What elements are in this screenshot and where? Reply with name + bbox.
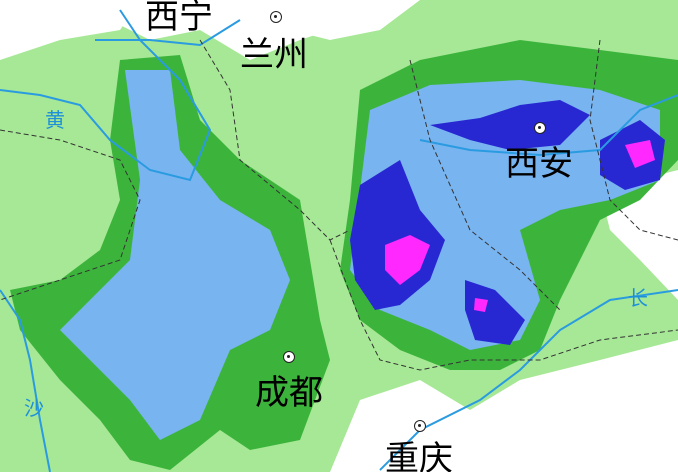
city-marker-icon bbox=[270, 11, 282, 23]
city-label-lanzhou: 兰州 bbox=[240, 35, 308, 75]
city-label-xian: 西安 bbox=[505, 144, 573, 184]
city-marker-icon bbox=[283, 351, 295, 363]
no-rain-area bbox=[330, 340, 678, 472]
river-label-huang: 黄 bbox=[45, 108, 65, 132]
province-boundaries bbox=[0, 39, 678, 371]
river-label-sha: 沙 bbox=[24, 396, 44, 420]
heavy-rainstorm-area bbox=[625, 140, 655, 168]
heavy-rainstorm-area bbox=[385, 235, 430, 285]
city-label-xining: 西宁 bbox=[145, 0, 213, 37]
city-marker-icon bbox=[534, 122, 546, 134]
no-rain-area bbox=[0, 0, 140, 50]
city-marker-icon bbox=[414, 420, 426, 432]
no-rain-area bbox=[280, 0, 420, 40]
yellow-river bbox=[0, 9, 212, 182]
rainstorm-area bbox=[350, 160, 445, 310]
tributary-river bbox=[95, 19, 241, 47]
tributary-river bbox=[0, 289, 51, 472]
rainstorm-area bbox=[465, 280, 525, 345]
heavy-rain-area bbox=[60, 70, 290, 440]
heavy-rain-area bbox=[350, 80, 660, 350]
river-label-chang: 长 bbox=[628, 286, 648, 310]
heavy-rainstorm-area bbox=[474, 298, 488, 312]
tributary-river bbox=[419, 94, 678, 157]
city-label-chengdu: 成都 bbox=[255, 373, 323, 413]
city-label-chongqing: 重庆 bbox=[385, 439, 453, 472]
rainstorm-area bbox=[430, 100, 590, 150]
